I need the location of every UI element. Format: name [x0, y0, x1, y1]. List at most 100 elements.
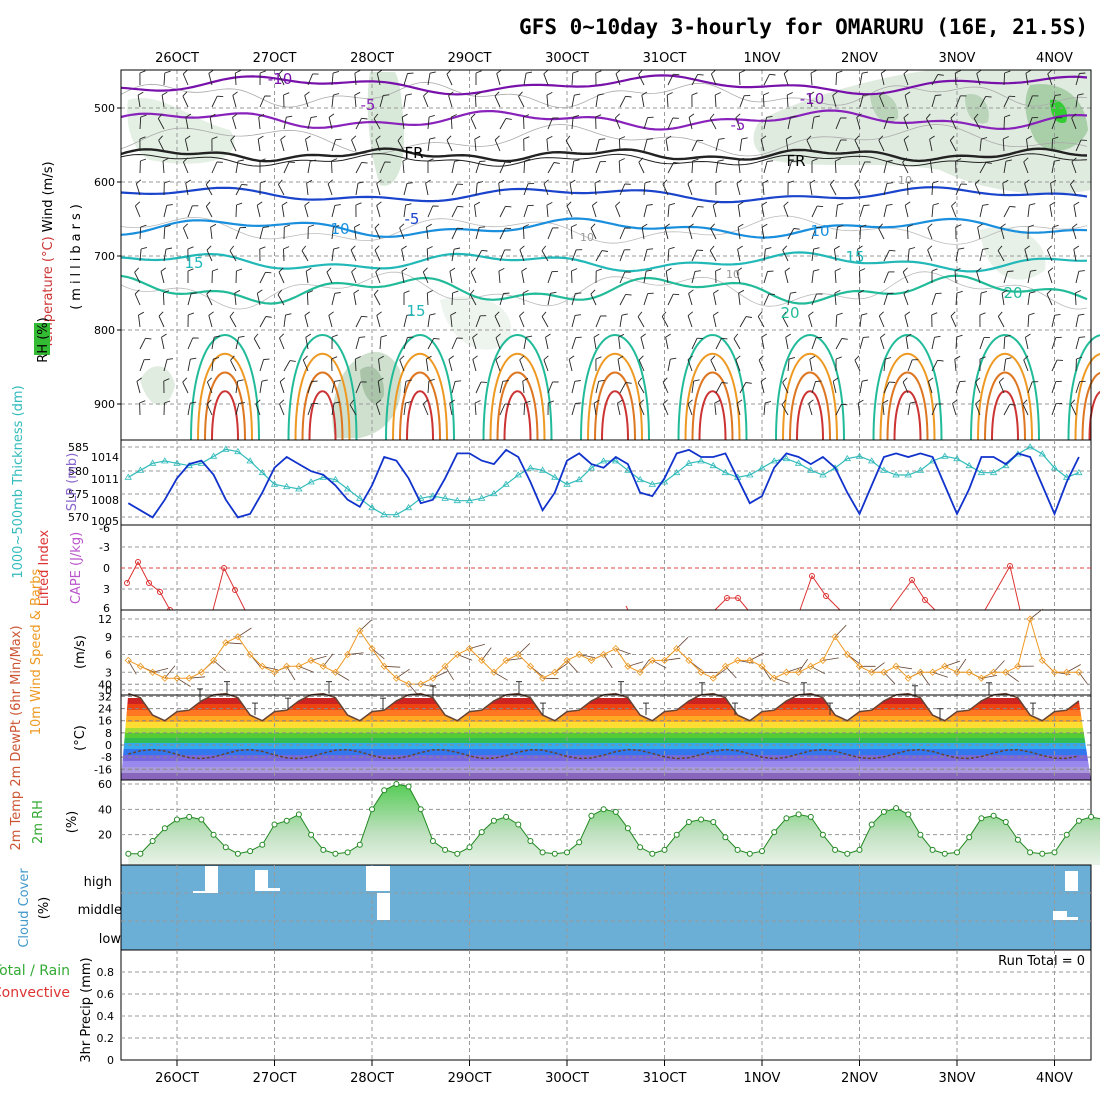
contour-label: 15 — [845, 248, 864, 266]
wind-barb-shaft — [139, 116, 142, 130]
wind10-point — [660, 656, 669, 664]
contour-label: FR — [404, 144, 423, 162]
contour-label: -10 — [800, 90, 825, 108]
precip-tick-label: 0.8 — [97, 966, 115, 979]
rh-point — [966, 834, 973, 841]
wind-barb-flag — [862, 94, 870, 96]
wind10-point — [977, 674, 985, 682]
wind-barb-shaft — [283, 161, 290, 174]
wind-barb-flag — [304, 201, 310, 206]
wind-barb-shaft — [427, 380, 430, 394]
wind-barb-flag — [693, 379, 700, 382]
wind-barb-shaft — [902, 381, 909, 394]
wind-barb-shaft — [138, 315, 141, 328]
wind-barb-flag — [236, 202, 243, 206]
wind-barb-shaft — [979, 162, 987, 174]
wind-barb-flag — [474, 135, 481, 140]
wind10-barb — [1005, 671, 1019, 683]
wind-barb-shaft — [158, 140, 165, 152]
wind10-point — [429, 674, 437, 682]
wind-barb-shaft — [997, 316, 1005, 328]
bottom-date-label: 31OCT — [643, 1071, 687, 1086]
thickness-point — [563, 480, 571, 487]
wind-barb-flag — [279, 333, 285, 339]
wind-barb-flag — [161, 91, 168, 96]
wind-barb-flag — [985, 95, 992, 98]
contour-label: 20 — [1003, 284, 1022, 302]
precip-tick-label: 0.6 — [97, 988, 115, 1001]
wind-barb-shaft — [857, 403, 861, 416]
svg-text:10m Wind Speed & Barbs: 10m Wind Speed & Barbs — [29, 569, 44, 736]
wind-barb-shaft — [976, 73, 981, 86]
wind-barb-shaft — [518, 96, 525, 108]
thickness-point — [514, 471, 522, 478]
wind-barb-flag — [212, 268, 219, 272]
wind-barb-flag — [428, 378, 435, 382]
wind-barb-shaft — [494, 315, 501, 328]
wind-barb-shaft — [667, 359, 671, 372]
wind10-barb — [1029, 608, 1043, 620]
wind-barb-shaft — [882, 403, 885, 416]
wind-barb-flag — [374, 245, 380, 251]
wind-barb-shaft — [880, 73, 885, 86]
wind-barb-flag — [258, 113, 265, 118]
wind-barb-flag — [934, 335, 941, 338]
wind10-point — [1050, 668, 1059, 676]
wind-barb-flag — [793, 228, 800, 230]
cape-tick-label: -3 — [99, 541, 110, 554]
wind-barb-flag — [406, 182, 413, 184]
wind-barb-flag — [237, 379, 244, 382]
wind-barb-flag — [687, 355, 693, 361]
wind-barb-shaft — [571, 381, 576, 394]
wind-barb-shaft — [1003, 359, 1007, 372]
temp-band — [121, 698, 1091, 704]
wind-barb-flag — [543, 355, 549, 361]
wind-barb-flag — [597, 93, 604, 96]
wind-barb-flag — [1049, 201, 1056, 206]
wind-barb-flag — [455, 380, 462, 382]
cloud-unit: (%) — [37, 897, 52, 920]
wind-barb-shaft — [495, 337, 501, 350]
lifted-index-point — [124, 580, 130, 586]
wind-barb-shaft — [331, 381, 336, 394]
wind-barb-flag — [523, 136, 530, 140]
surface-lobe — [406, 390, 434, 441]
wind-barb-shaft — [331, 293, 336, 306]
wind-barb-flag — [523, 224, 529, 228]
contour-label: 15 — [184, 254, 203, 272]
rh-tick-label: 60 — [98, 778, 112, 791]
wind-barb-flag — [595, 70, 602, 74]
wind-barb-shaft — [687, 183, 693, 196]
wind-barb-flag — [1047, 245, 1053, 251]
wind10-barb — [517, 643, 531, 655]
wind-barb-flag — [211, 136, 218, 140]
wind-barb-flag — [136, 179, 142, 184]
thickness-point — [612, 457, 620, 464]
wind-barb-flag — [709, 113, 715, 119]
wind-barb-shaft — [619, 315, 623, 328]
wind-barb-flag — [522, 289, 529, 294]
wind-barb-flag — [403, 290, 410, 294]
wind10-barb — [676, 637, 689, 649]
wind-barb-shaft — [134, 293, 141, 306]
wind-barb-shaft — [643, 249, 648, 262]
wind-barb-flag — [841, 403, 848, 406]
thickness-point — [331, 475, 340, 483]
thickness-point — [234, 447, 242, 455]
wind-barb-flag — [931, 312, 938, 316]
wind-barb-flag — [383, 94, 390, 96]
wind-barb-flag — [519, 245, 525, 251]
surface-lobe — [601, 390, 629, 441]
wind-barb-shaft — [619, 96, 626, 108]
temp-band — [121, 710, 1091, 716]
wind-barb-flag — [625, 95, 632, 98]
wind-barb-flag — [714, 399, 721, 404]
wind-barb-shaft — [1051, 117, 1057, 130]
rh-point — [990, 812, 997, 819]
rh-point — [186, 813, 193, 820]
wind-barb-shaft — [305, 337, 309, 350]
rh-point — [429, 838, 436, 844]
wind10-point — [819, 656, 827, 664]
lifted-index-point — [1007, 563, 1013, 569]
wind-barb-shaft — [691, 338, 698, 350]
